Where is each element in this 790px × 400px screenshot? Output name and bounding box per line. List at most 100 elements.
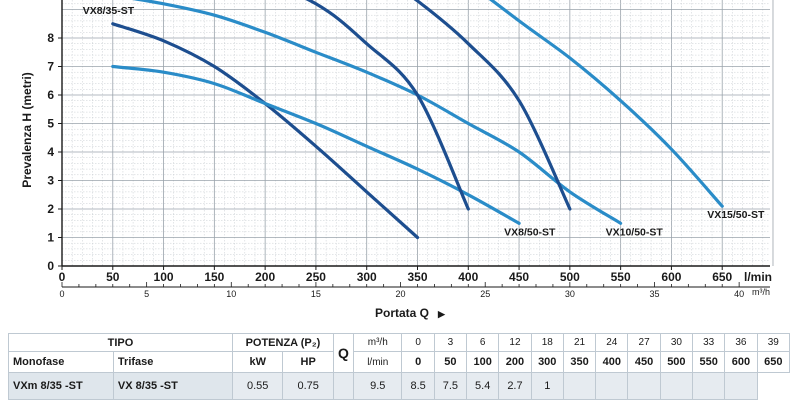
series-line-2 bbox=[132, 0, 623, 225]
y-tick-label: 2 bbox=[47, 202, 54, 216]
row-value bbox=[562, 372, 597, 400]
series-line-1 bbox=[111, 64, 521, 225]
x-tick-label: 200 bbox=[255, 270, 275, 284]
x-axis-arrow: ▶ bbox=[437, 309, 446, 319]
performance-table: TIPO POTENZA (P₂) Q m³/h 0 3 6 12 18 21 … bbox=[8, 333, 790, 400]
m3h-value: 27 bbox=[627, 333, 661, 352]
x2-tick-label: 35 bbox=[649, 289, 659, 299]
lmin-value: 0 bbox=[401, 351, 435, 373]
m3h-value: 12 bbox=[498, 333, 532, 352]
x-tick-label: 250 bbox=[306, 270, 326, 284]
x-tick-label: 450 bbox=[509, 270, 529, 284]
y-tick-label: 1 bbox=[47, 231, 54, 245]
chart-grid bbox=[62, 0, 774, 266]
row-value: 1 bbox=[530, 372, 564, 400]
m3h-value: 18 bbox=[530, 333, 564, 352]
x2-tick-label: 5 bbox=[144, 289, 149, 299]
lmin-value: 200 bbox=[498, 351, 532, 373]
row-monofase-model: VXm 8/35 -ST bbox=[8, 372, 114, 400]
x2-tick-label: 40 bbox=[734, 289, 744, 299]
row-value bbox=[627, 372, 661, 400]
x2-tick-label: 10 bbox=[226, 289, 236, 299]
m3h-value: 33 bbox=[692, 333, 726, 352]
table-header-row-2: Monofase Trifase kW HP l/min 0 50 100 20… bbox=[8, 351, 790, 373]
row-hp: 0.75 bbox=[282, 372, 334, 400]
x-unit-secondary: m³/h bbox=[752, 287, 770, 297]
m3h-value: 3 bbox=[433, 333, 468, 352]
y-tick-label: 6 bbox=[47, 88, 54, 102]
row-kw: 0.55 bbox=[231, 372, 284, 400]
x-tick-label: 50 bbox=[106, 270, 120, 284]
x2-tick-label: 20 bbox=[396, 289, 406, 299]
series-line-5 bbox=[413, 0, 572, 211]
table-header-row-1: TIPO POTENZA (P₂) Q m³/h 0 3 6 12 18 21 … bbox=[8, 333, 790, 373]
y-tick-label: 5 bbox=[47, 117, 54, 131]
x-axis-title: Portata Q bbox=[375, 306, 429, 320]
m3h-value: 39 bbox=[756, 333, 790, 352]
x-tick-label: 550 bbox=[611, 270, 631, 284]
lmin-value: 650 bbox=[756, 351, 790, 373]
header-kw: kW bbox=[231, 351, 284, 373]
x-tick-label: 600 bbox=[661, 270, 681, 284]
header-unit-m3h: m³/h bbox=[353, 333, 403, 352]
series-label: VX15/50-ST bbox=[707, 209, 765, 221]
header-monofase: Monofase bbox=[8, 351, 114, 373]
lmin-value: 600 bbox=[724, 351, 758, 373]
row-value bbox=[595, 372, 629, 400]
row-trifase-model: VX 8/35 -ST bbox=[112, 372, 234, 400]
x2-tick-label: 15 bbox=[311, 289, 321, 299]
y-axis-title: Prevalenza H (metri) bbox=[20, 72, 34, 187]
lmin-value: 450 bbox=[627, 351, 661, 373]
m3h-value: 24 bbox=[595, 333, 629, 352]
x-tick-label: 400 bbox=[458, 270, 478, 284]
header-q: Q bbox=[332, 333, 355, 373]
row-value bbox=[692, 372, 726, 400]
lmin-value: 300 bbox=[530, 351, 564, 373]
x2-tick-label: 0 bbox=[59, 289, 64, 299]
x-tick-label: 650 bbox=[712, 270, 732, 284]
series-label: VX8/50-ST bbox=[504, 226, 556, 238]
y-tick-label: 0 bbox=[47, 259, 54, 273]
series-label: VX10/50-ST bbox=[606, 226, 664, 238]
x2-tick-label: 25 bbox=[480, 289, 490, 299]
y-tick-label: 3 bbox=[47, 174, 54, 188]
x-tick-label: 500 bbox=[560, 270, 580, 284]
row-value: 8.5 bbox=[401, 372, 435, 400]
x2-tick-label: 30 bbox=[565, 289, 575, 299]
y-tick-label: 7 bbox=[47, 60, 54, 74]
header-hp: HP bbox=[282, 351, 334, 373]
x-unit-primary: l/min bbox=[744, 270, 772, 284]
m3h-value: 21 bbox=[562, 333, 597, 352]
row-value: 9.5 bbox=[353, 372, 403, 400]
lmin-value: 100 bbox=[466, 351, 500, 373]
row-value bbox=[724, 372, 758, 400]
row-value: 2.7 bbox=[498, 372, 532, 400]
lmin-value: 400 bbox=[595, 351, 629, 373]
header-unit-lmin: l/min bbox=[353, 351, 403, 373]
lmin-value: 350 bbox=[562, 351, 597, 373]
x-tick-label: 300 bbox=[357, 270, 377, 284]
y-tick-label: 4 bbox=[47, 145, 54, 159]
m3h-value: 6 bbox=[466, 333, 500, 352]
x-tick-label: 100 bbox=[154, 270, 174, 284]
table-row: VXm 8/35 -ST VX 8/35 -ST 0.55 0.75 9.5 8… bbox=[8, 372, 790, 400]
lmin-value: 500 bbox=[659, 351, 694, 373]
row-value: 7.5 bbox=[433, 372, 468, 400]
chart-curve-labels: VX8/35-ST VX8/50-ST VX10/50-ST VX15/50-ST bbox=[83, 5, 765, 239]
header-tipo: TIPO bbox=[8, 333, 233, 352]
series-label: VX8/35-ST bbox=[83, 5, 135, 17]
m3h-value: 0 bbox=[401, 333, 435, 352]
chart-curves bbox=[111, 0, 724, 240]
m3h-value: 36 bbox=[724, 333, 758, 352]
x-tick-label: 350 bbox=[407, 270, 427, 284]
row-value: 5.4 bbox=[466, 372, 500, 400]
y-tick-label: 8 bbox=[47, 31, 54, 45]
x-tick-label: 0 bbox=[59, 270, 66, 284]
lmin-value: 550 bbox=[692, 351, 726, 373]
header-potenza: POTENZA (P₂) bbox=[232, 333, 334, 352]
row-value bbox=[659, 372, 694, 400]
m3h-value: 30 bbox=[659, 333, 694, 352]
row-spacer bbox=[332, 372, 355, 400]
